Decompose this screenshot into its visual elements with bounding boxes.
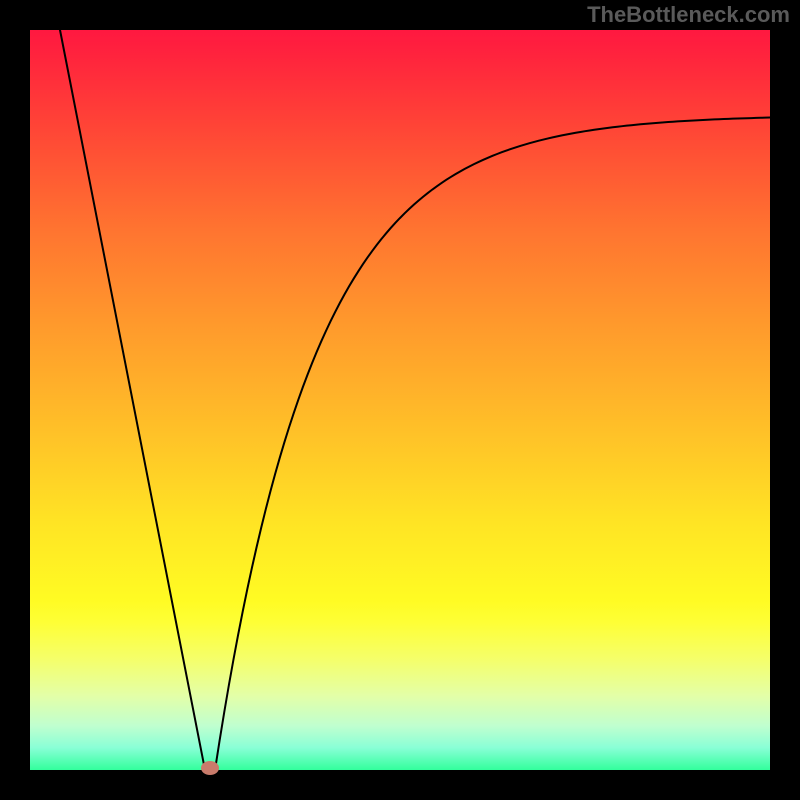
chart-background (30, 30, 770, 770)
optimal-point-marker (201, 761, 219, 775)
watermark-text: TheBottleneck.com (587, 2, 790, 28)
